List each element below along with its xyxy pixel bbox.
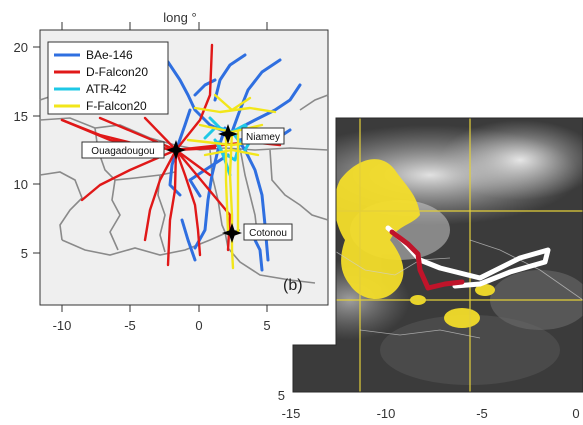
- legend-item-d-falcon20: D-Falcon20: [54, 65, 148, 79]
- inset-x-tick-label: 0: [572, 406, 579, 421]
- city-star-marker: [222, 223, 242, 243]
- legend-label: ATR-42: [86, 82, 127, 96]
- y-tick-label: 20: [14, 40, 28, 55]
- y-tick-label: 15: [14, 109, 28, 124]
- legend-label: D-Falcon20: [86, 65, 148, 79]
- legend-label: F-Falcon20: [86, 99, 147, 113]
- city-cotonou: Cotonou: [222, 223, 293, 243]
- city-label: Ouagadougou: [91, 146, 154, 157]
- flight-track-red: [389, 229, 465, 291]
- flight-track-map: long ° -10 -5 0 5 5 10 15 20: [14, 10, 329, 333]
- inset-flight-tracks: [385, 225, 551, 291]
- top-axis: [61, 22, 268, 30]
- city-star-marker: [218, 124, 238, 144]
- city-ouagadougou: Ouagadougou: [81, 140, 186, 160]
- city-label: Niamey: [246, 132, 280, 143]
- panel-label: (b): [283, 277, 303, 294]
- x-tick-label: 0: [195, 318, 202, 333]
- lat-long-grid: [293, 118, 583, 392]
- y-tick-label: 10: [14, 177, 28, 192]
- city-star-marker: [166, 140, 186, 160]
- top-axis-label: long °: [163, 10, 196, 25]
- y-tick-label: 5: [21, 246, 28, 261]
- legend: BAe-146 D-Falcon20 ATR-42 F-Falcon20: [47, 41, 169, 115]
- x-tick-label: -10: [53, 318, 72, 333]
- inset-y-tick-label: 5: [278, 388, 285, 403]
- inset-x-tick-label: -15: [282, 406, 301, 421]
- satellite-inset: -15 -10 -5 0 5: [278, 117, 583, 421]
- city-label: Cotonou: [249, 228, 287, 239]
- legend-label: BAe-146: [86, 48, 133, 62]
- x-axis: [61, 305, 268, 312]
- legend-item-f-falcon20: F-Falcon20: [54, 99, 147, 113]
- x-tick-label: -5: [124, 318, 136, 333]
- city-label-box: [243, 223, 293, 241]
- legend-item-bae-146: BAe-146: [54, 48, 133, 62]
- city-label-box: [81, 141, 165, 159]
- city-label-box: [241, 127, 285, 145]
- city-niamey: Niamey: [218, 124, 285, 145]
- inset-frame: [292, 117, 583, 393]
- y-axis: [33, 46, 40, 254]
- inset-x-tick-label: -5: [476, 406, 488, 421]
- x-tick-label: 5: [263, 318, 270, 333]
- inset-x-tick-label: -10: [377, 406, 396, 421]
- legend-item-atr-42: ATR-42: [54, 82, 127, 96]
